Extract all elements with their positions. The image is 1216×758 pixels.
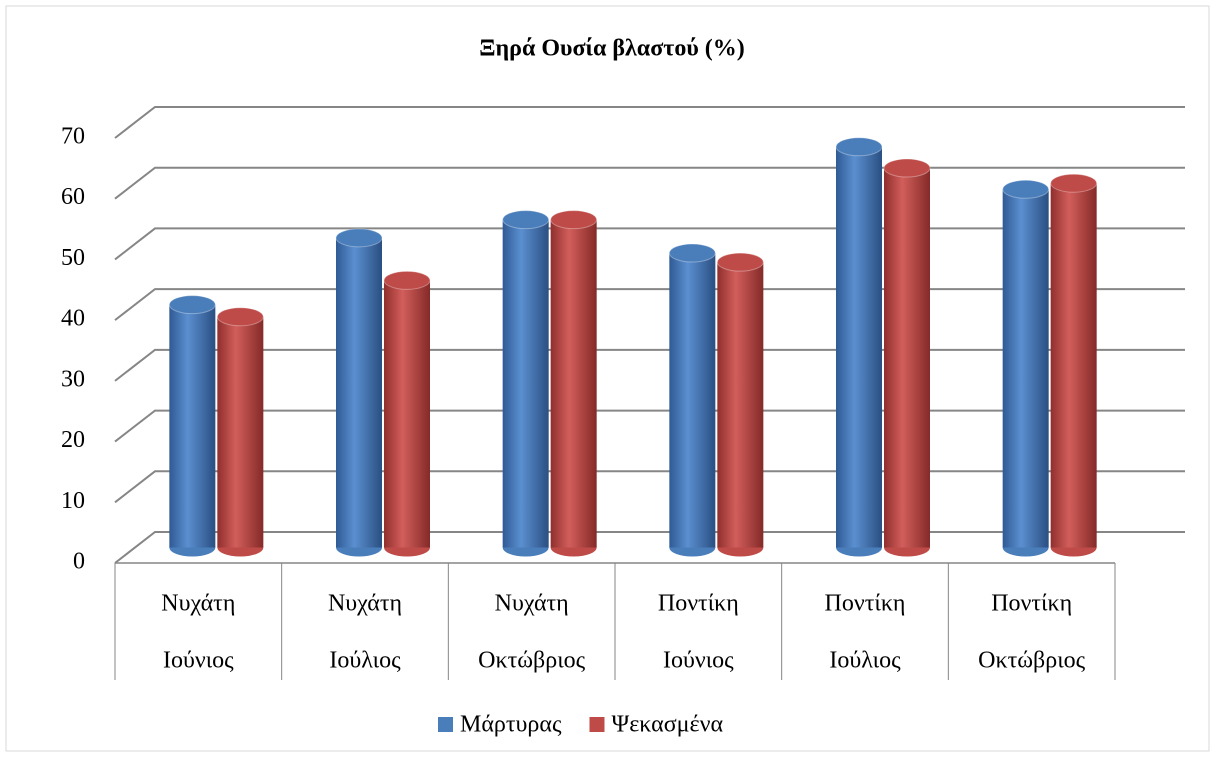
legend-label: Ψεκασμένα	[611, 712, 723, 738]
x-tick-label: Ιούνιος	[663, 648, 734, 674]
x-tick-label: Νυχάτη	[161, 591, 235, 617]
bar-top	[883, 158, 931, 178]
bar-top	[668, 243, 716, 263]
y-tick-label: 10	[61, 488, 85, 514]
y-tick-label: 20	[61, 427, 85, 453]
y-tick-label: 50	[61, 245, 85, 271]
bar-top	[383, 270, 431, 290]
x-tick-label: Νυχάτη	[495, 591, 569, 617]
y-tick-label: 30	[61, 366, 85, 392]
y-tick-label: 70	[61, 124, 85, 150]
bar-top	[835, 137, 883, 157]
bar	[717, 262, 764, 548]
bar	[169, 304, 216, 548]
bar-top	[168, 295, 216, 315]
x-tick-label: Ποντίκη	[991, 591, 1072, 617]
x-tick-label: Ιούλιος	[829, 648, 901, 674]
bar	[384, 280, 430, 548]
x-tick-label: Ιούνιος	[163, 648, 234, 674]
legend-label: Μάρτυρας	[460, 712, 562, 738]
chart-title: Ξηρά Ουσία βλαστού (%)	[479, 36, 745, 62]
bar	[550, 219, 597, 548]
bar-top	[716, 252, 764, 272]
bar	[336, 237, 382, 548]
bar-top	[1050, 173, 1098, 193]
bar	[669, 253, 716, 548]
bar	[884, 168, 930, 548]
bar-top	[335, 228, 383, 248]
chart-border	[5, 5, 1210, 752]
legend-swatch	[438, 717, 453, 732]
x-tick-label: Ποντίκη	[658, 591, 739, 617]
x-tick-label: Ποντίκη	[825, 591, 906, 617]
y-tick-label: 60	[61, 184, 85, 210]
x-tick-label: Οκτώβριος	[478, 648, 586, 674]
legend-swatch	[589, 717, 605, 732]
bar	[502, 219, 549, 548]
y-tick-label: 0	[73, 549, 85, 575]
bar	[217, 316, 264, 548]
y-tick-label: 40	[61, 306, 85, 332]
bar-top	[502, 210, 550, 230]
bar-top	[216, 307, 264, 327]
bar	[836, 146, 882, 548]
x-tick-label: Οκτώβριος	[978, 648, 1086, 674]
x-tick-label: Νυχάτη	[328, 591, 402, 617]
bar	[1002, 189, 1049, 548]
bar	[1050, 183, 1097, 548]
bar-top	[550, 210, 598, 230]
bar-top	[1002, 179, 1050, 199]
x-tick-label: Ιούλιος	[329, 648, 401, 674]
grid-line	[114, 106, 1185, 139]
